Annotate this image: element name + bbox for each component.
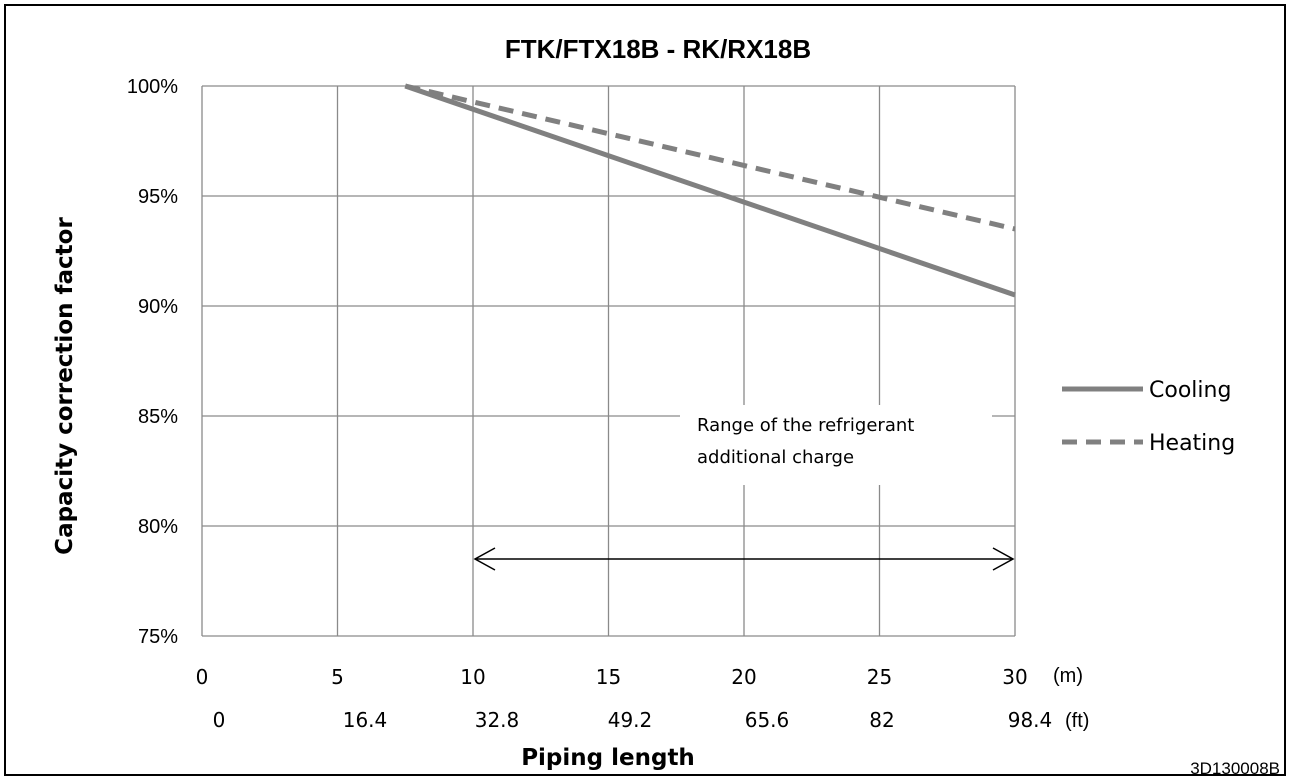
legend: Cooling Heating xyxy=(1062,378,1235,456)
x-tick-label-ft: 65.6 xyxy=(745,708,790,732)
x-tick-label-ft: 16.4 xyxy=(343,708,388,732)
annotation-line-2: additional charge xyxy=(697,447,854,468)
x-tick-label-ft: 49.2 xyxy=(608,708,653,732)
chart-title: FTK/FTX18B - RK/RX18B xyxy=(505,34,811,64)
figure-code: 3D130008B xyxy=(1190,759,1280,778)
x-tick-label-m: 5 xyxy=(331,665,344,689)
x-tick-label-m: 10 xyxy=(460,665,485,689)
y-tick-label: 100% xyxy=(127,76,178,98)
annotation-line-1: Range of the refrigerant xyxy=(697,415,914,436)
annotation-box xyxy=(680,405,992,485)
x-tick-label-m: 0 xyxy=(196,665,209,689)
series-line-cooling xyxy=(404,83,1016,298)
x-axis-label: Piping length xyxy=(521,745,695,771)
legend-label-heating: Heating xyxy=(1149,431,1235,456)
x-tick-label-m: 30 xyxy=(1002,665,1027,689)
range-arrow xyxy=(473,547,1015,571)
x-tick-label-m: 25 xyxy=(867,665,892,689)
series-group xyxy=(404,83,1016,298)
x-tick-label-ft: 0 xyxy=(213,708,226,732)
x-unit-m: (m) xyxy=(1053,665,1083,687)
x-tick-label-ft: 32.8 xyxy=(475,708,520,732)
x-unit-ft: (ft) xyxy=(1065,710,1089,732)
y-axis-ticks: 100% 95% 90% 85% 80% 75% xyxy=(127,76,178,648)
range-arrow-head-left xyxy=(473,547,496,571)
chart-frame xyxy=(4,4,1286,776)
x-tick-label-ft: 98.4 xyxy=(1008,708,1053,732)
x-axis-ticks-m: 0 5 10 15 20 25 30 xyxy=(196,665,1028,689)
range-arrow-head-right xyxy=(992,547,1015,571)
x-axis-ticks-ft: 0 16.4 32.8 49.2 65.6 82 98.4 xyxy=(213,708,1053,732)
y-axis-label: Capacity correction factor xyxy=(52,217,78,555)
x-tick-label-m: 20 xyxy=(731,665,756,689)
y-tick-label: 95% xyxy=(138,186,178,208)
x-tick-label-m: 15 xyxy=(596,665,621,689)
series-line-heating xyxy=(404,83,1016,232)
grid xyxy=(201,85,1016,637)
y-tick-label: 80% xyxy=(138,516,178,538)
y-tick-label: 85% xyxy=(138,406,178,428)
y-tick-label: 75% xyxy=(138,626,178,648)
y-tick-label: 90% xyxy=(138,296,178,318)
x-tick-label-ft: 82 xyxy=(869,708,894,732)
legend-label-cooling: Cooling xyxy=(1149,378,1231,403)
